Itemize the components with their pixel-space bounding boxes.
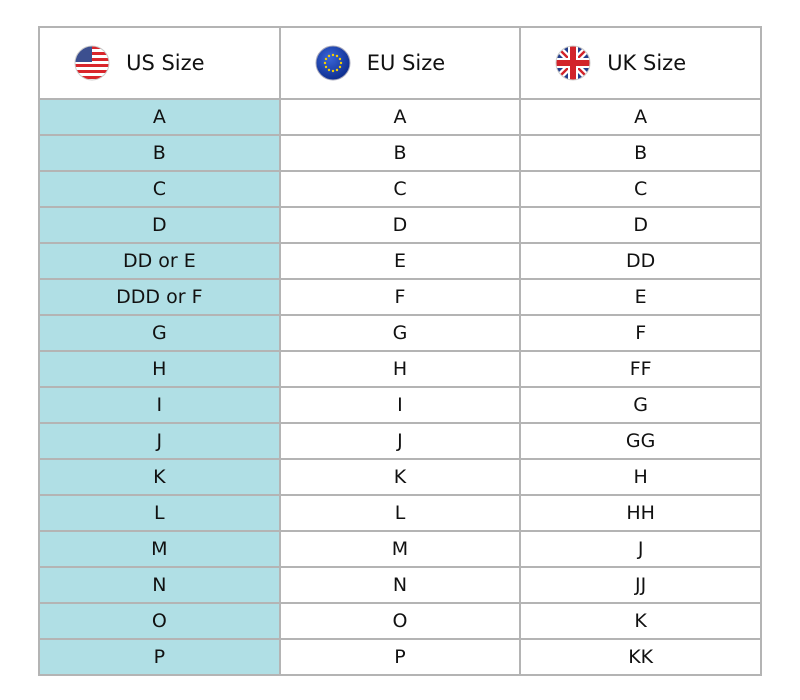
uk-size-cell: D bbox=[519, 206, 762, 244]
us-flag-icon bbox=[74, 45, 110, 81]
us-size-cell: N bbox=[38, 566, 281, 604]
eu-size-cell: M bbox=[278, 530, 522, 568]
table-row: H H FF bbox=[38, 350, 762, 388]
eu-size-cell: J bbox=[278, 422, 522, 460]
uk-flag-icon bbox=[555, 45, 591, 81]
us-size-cell: M bbox=[38, 530, 281, 568]
eu-size-cell: C bbox=[278, 170, 522, 208]
size-conversion-table: US Size EU Size bbox=[38, 26, 762, 676]
uk-size-cell: A bbox=[519, 98, 762, 136]
eu-size-cell: O bbox=[278, 602, 522, 640]
uk-size-cell: G bbox=[519, 386, 762, 424]
eu-size-cell: K bbox=[278, 458, 522, 496]
eu-size-cell: F bbox=[278, 278, 522, 316]
eu-flag-icon bbox=[315, 45, 351, 81]
eu-size-cell: B bbox=[278, 134, 522, 172]
eu-size-cell: A bbox=[278, 98, 522, 136]
uk-size-cell: KK bbox=[519, 638, 762, 676]
uk-size-cell: H bbox=[519, 458, 762, 496]
header-eu: EU Size bbox=[278, 26, 522, 100]
header-eu-label: EU Size bbox=[366, 51, 446, 75]
us-size-cell: H bbox=[38, 350, 281, 388]
table-row: J J GG bbox=[38, 422, 762, 460]
header-uk: UK Size bbox=[519, 26, 762, 100]
eu-size-cell: D bbox=[278, 206, 522, 244]
uk-size-cell: E bbox=[519, 278, 762, 316]
header-us-label: US Size bbox=[126, 51, 205, 75]
eu-size-cell: P bbox=[278, 638, 522, 676]
us-size-cell: C bbox=[38, 170, 281, 208]
us-size-cell: L bbox=[38, 494, 281, 532]
us-size-cell: J bbox=[38, 422, 281, 460]
table-row: P P KK bbox=[38, 638, 762, 676]
eu-size-cell: N bbox=[278, 566, 522, 604]
table-row: N N JJ bbox=[38, 566, 762, 604]
uk-size-cell: JJ bbox=[519, 566, 762, 604]
uk-size-cell: HH bbox=[519, 494, 762, 532]
us-size-cell: K bbox=[38, 458, 281, 496]
uk-size-cell: F bbox=[519, 314, 762, 352]
eu-size-cell: G bbox=[278, 314, 522, 352]
table-row: L L HH bbox=[38, 494, 762, 532]
eu-size-cell: H bbox=[278, 350, 522, 388]
uk-size-cell: K bbox=[519, 602, 762, 640]
header-row: US Size EU Size bbox=[38, 26, 762, 100]
us-size-cell: P bbox=[38, 638, 281, 676]
uk-size-cell: C bbox=[519, 170, 762, 208]
eu-size-cell: I bbox=[278, 386, 522, 424]
eu-size-cell: E bbox=[278, 242, 522, 280]
us-size-cell: A bbox=[38, 98, 281, 136]
us-size-cell: DD or E bbox=[38, 242, 281, 280]
eu-size-cell: L bbox=[278, 494, 522, 532]
uk-size-cell: DD bbox=[519, 242, 762, 280]
us-size-cell: B bbox=[38, 134, 281, 172]
us-size-cell: O bbox=[38, 602, 281, 640]
header-us: US Size bbox=[38, 26, 281, 100]
us-size-cell: DDD or F bbox=[38, 278, 281, 316]
us-size-cell: I bbox=[38, 386, 281, 424]
header-uk-label: UK Size bbox=[607, 51, 687, 75]
uk-size-cell: J bbox=[519, 530, 762, 568]
table-row: DD or E E DD bbox=[38, 242, 762, 280]
uk-size-cell: FF bbox=[519, 350, 762, 388]
uk-size-cell: B bbox=[519, 134, 762, 172]
us-size-cell: D bbox=[38, 206, 281, 244]
us-size-cell: G bbox=[38, 314, 281, 352]
uk-size-cell: GG bbox=[519, 422, 762, 460]
